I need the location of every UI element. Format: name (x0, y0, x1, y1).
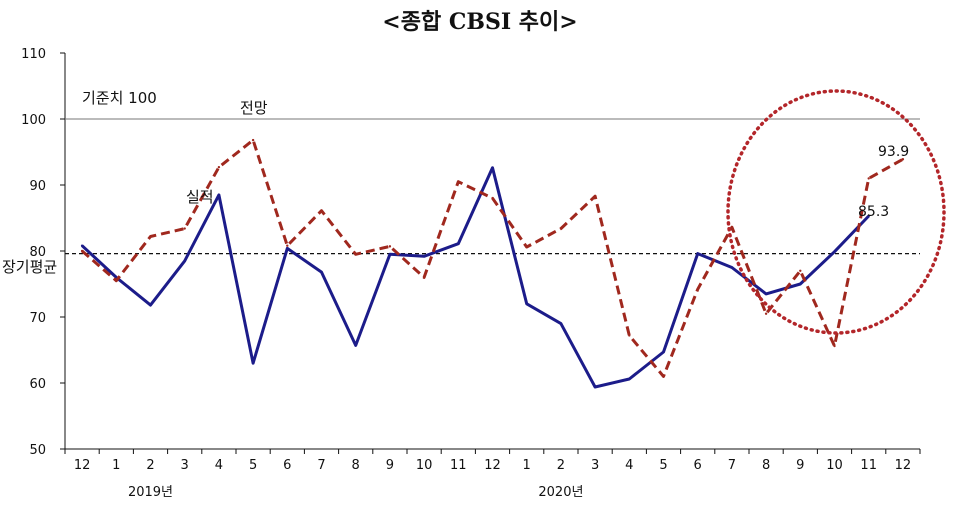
y-tick-label: 110 (21, 47, 46, 62)
forecast-data-point (217, 165, 221, 169)
y-tick-label: 60 (29, 377, 46, 392)
forecast-data-point (251, 138, 255, 142)
y-tick-label: 100 (21, 113, 46, 128)
actual-data-point (491, 166, 494, 170)
actual-data-point (662, 350, 665, 354)
forecast-data-point (730, 226, 734, 229)
x-tick-label: 5 (659, 458, 667, 473)
forecast-data-point (559, 227, 563, 230)
actual-data-point (696, 252, 699, 255)
forecast-data-point (388, 245, 392, 248)
forecast-data-point (764, 312, 768, 315)
x-tick-label: 6 (694, 458, 702, 473)
forecast-data-point (286, 244, 289, 247)
highlight-circle (726, 89, 946, 335)
actual-data-point (833, 250, 836, 253)
forecast-data-point (833, 344, 836, 348)
x-tick-label: 12 (74, 458, 91, 473)
x-tick-label: 3 (591, 458, 599, 473)
long-term-average-label: 장기평균 (2, 258, 57, 276)
x-tick-label: 9 (796, 458, 804, 473)
x-tick-label: 11 (450, 458, 467, 473)
forecast-series-label: 전망 (240, 99, 268, 117)
forecast-data-point (354, 253, 357, 256)
forecast-data-point (696, 288, 699, 291)
actual-data-point (764, 292, 768, 296)
forecast-data-point (149, 235, 152, 238)
year-label: 2020년 (538, 485, 583, 500)
x-tick-label: 12 (895, 458, 912, 473)
actual-data-point (593, 385, 597, 389)
forecast-series-line (81, 138, 904, 378)
y-tick-label: 80 (29, 245, 46, 260)
forecast-data-point (799, 269, 802, 272)
forecast-data-point (525, 245, 528, 249)
x-tick-label: 2 (146, 458, 154, 473)
actual-data-point (286, 247, 289, 250)
actual-data-point (422, 255, 426, 258)
actual-data-point (251, 362, 255, 365)
base-100-label: 기준치 100 (82, 89, 157, 107)
actual-data-point (217, 193, 221, 197)
x-tick-label: 4 (215, 458, 223, 473)
last-forecast-value-label: 93.9 (878, 144, 909, 160)
year-label: 2019년 (128, 485, 173, 500)
actual-data-point (80, 244, 84, 247)
actual-series-label: 실적 (186, 188, 214, 206)
forecast-data-point (593, 195, 597, 198)
x-tick-label: 7 (317, 458, 325, 473)
x-tick-label: 1 (112, 458, 120, 473)
actual-data-point (525, 302, 528, 305)
forecast-data-point (662, 375, 665, 378)
x-tick-label: 10 (416, 458, 433, 473)
forecast-data-point (457, 180, 460, 183)
y-tick-label: 70 (29, 311, 46, 326)
x-tick-label: 7 (728, 458, 736, 473)
x-tick-label: 8 (352, 458, 360, 473)
actual-data-point (799, 282, 802, 286)
actual-data-point (457, 242, 460, 245)
actual-data-point (559, 322, 563, 325)
actual-data-point (320, 270, 323, 274)
forecast-data-point (115, 279, 118, 282)
forecast-data-point (422, 276, 426, 279)
actual-data-point (388, 253, 392, 256)
forecast-data-point (628, 334, 631, 337)
actual-data-point (354, 344, 357, 347)
x-tick-label: 8 (762, 458, 770, 473)
forecast-data-point (491, 197, 494, 200)
actual-data-point (149, 303, 152, 307)
forecast-data-point (320, 209, 323, 212)
forecast-data-point (901, 158, 905, 161)
chart-title: <종합 CBSI 추이> (382, 9, 578, 35)
x-tick-label: 10 (826, 458, 843, 473)
actual-data-point (730, 266, 734, 269)
x-tick-label: 9 (386, 458, 394, 473)
last-actual-value-label: 85.3 (858, 204, 889, 220)
y-tick-label: 90 (29, 179, 46, 194)
x-tick-label: 2 (557, 458, 565, 473)
forecast-data-point (183, 227, 186, 230)
x-tick-label: 12 (484, 458, 501, 473)
x-tick-label: 6 (283, 458, 291, 473)
actual-data-point (628, 377, 631, 381)
x-tick-label: 4 (625, 458, 633, 473)
x-tick-label: 11 (860, 458, 877, 473)
forecast-data-point (80, 249, 84, 253)
forecast-data-point (867, 177, 870, 180)
y-tick-label: 50 (29, 443, 46, 458)
x-tick-label: 1 (523, 458, 531, 473)
actual-data-point (183, 259, 186, 263)
actual-data-point (867, 214, 870, 218)
actual-series-line (81, 166, 870, 389)
x-tick-label: 5 (249, 458, 257, 473)
x-tick-label: 3 (181, 458, 189, 473)
